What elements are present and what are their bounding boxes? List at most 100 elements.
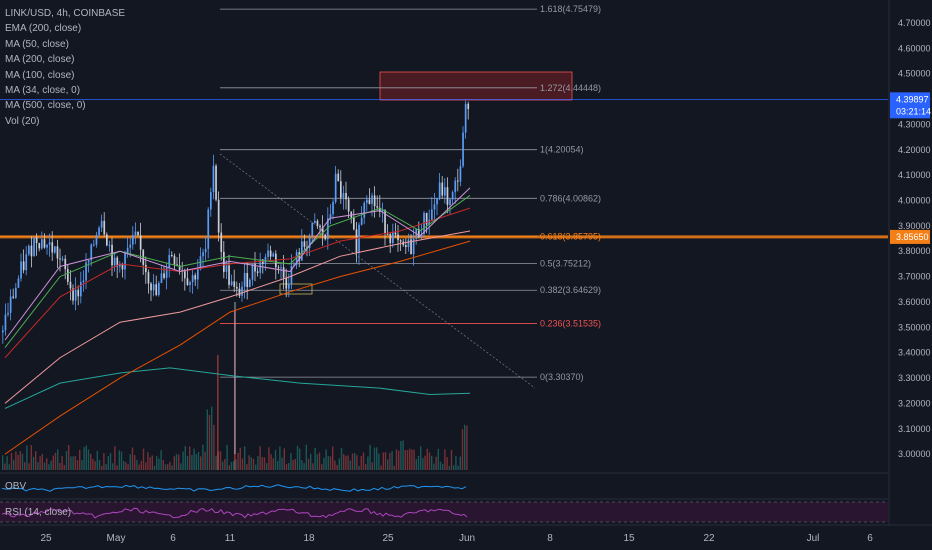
volume-bar — [444, 449, 446, 470]
candle-body — [129, 244, 132, 248]
volume-bar — [435, 456, 437, 470]
candle-body — [215, 165, 217, 200]
candle-body — [334, 173, 337, 203]
volume-bar — [41, 453, 43, 470]
volume-bar — [237, 452, 239, 470]
time-tick-label: 22 — [703, 533, 715, 544]
candle-body — [59, 258, 61, 260]
volume-bar — [261, 457, 263, 470]
candle-body — [444, 187, 446, 196]
candle-body — [139, 235, 142, 250]
candle-body — [251, 263, 254, 280]
price-tick-label: 4.10000 — [898, 170, 931, 180]
volume-bar — [81, 460, 83, 470]
volume-bar — [98, 460, 101, 470]
volume-bar — [90, 453, 92, 470]
candle-body — [33, 237, 35, 257]
volume-bar — [109, 453, 112, 470]
candle-body — [98, 227, 100, 236]
volume-bar — [420, 446, 422, 470]
indicator-volume[interactable]: Vol (20) — [5, 115, 40, 127]
candle-body — [280, 267, 282, 269]
candle-body — [301, 241, 303, 261]
candle-body — [454, 180, 457, 193]
candle-body — [293, 264, 295, 266]
price-tick-label: 4.60000 — [898, 43, 931, 53]
volume-bar — [46, 458, 48, 470]
current-price-tag — [890, 92, 930, 119]
indicator-ma-34[interactable]: MA (34, close, 0) — [5, 85, 81, 97]
candle-body — [342, 193, 345, 198]
volume-bar — [118, 450, 120, 470]
candle-body — [298, 252, 301, 261]
volume-bar — [453, 465, 455, 470]
ma-200-line — [4, 230, 471, 404]
volume-bar — [65, 451, 68, 470]
volume-bar — [296, 445, 299, 470]
candle-body — [90, 244, 93, 261]
candle-body — [410, 239, 412, 255]
fib-level-label: 0.786(4.00862) — [540, 193, 601, 203]
candle-body — [163, 273, 165, 278]
candle-body — [152, 284, 155, 291]
price-tick-label: 3.60000 — [898, 297, 931, 307]
price-tick-label: 3.80000 — [898, 246, 931, 256]
candle-body — [290, 265, 293, 285]
indicator-ma-50[interactable]: MA (50, close) — [5, 38, 69, 50]
volume-bar — [343, 454, 345, 470]
volume-bar — [72, 456, 74, 470]
candle-body — [366, 199, 368, 203]
volume-bar — [389, 452, 391, 470]
rsi-pane-label[interactable]: RSI (14, close) — [5, 507, 72, 518]
price-tick-label: 3.40000 — [898, 348, 931, 358]
level-price-tag — [890, 229, 930, 244]
candle-body — [405, 245, 407, 248]
candle-body — [381, 209, 384, 212]
volume-bar — [184, 446, 186, 470]
candle-body — [446, 187, 449, 205]
candle-body — [340, 181, 342, 198]
obv-pane-label[interactable]: OBV — [5, 481, 27, 492]
candle-body — [376, 206, 379, 208]
candle-body — [285, 277, 288, 289]
volume-bar — [464, 424, 466, 470]
candle-body — [371, 195, 373, 204]
volume-bar — [4, 463, 6, 470]
candle-body — [132, 235, 134, 245]
volume-bar — [19, 451, 21, 470]
candle-body — [418, 229, 420, 237]
current-price-label: 4.39897 — [896, 94, 929, 104]
price-tick-label: 3.30000 — [898, 373, 931, 383]
indicator-ma-500[interactable]: MA (500, close, 0) — [5, 100, 86, 112]
volume-bar — [57, 449, 59, 470]
volume-bar — [323, 457, 325, 470]
volume-bar — [50, 460, 52, 470]
volume-bar — [450, 450, 453, 470]
candle-body — [238, 288, 241, 296]
fib-level-label: 1.618(4.75479) — [540, 4, 601, 14]
volume-bar — [347, 455, 349, 470]
volume-bar — [288, 463, 290, 470]
volume-bar — [68, 444, 70, 470]
candle-body — [368, 199, 371, 204]
volume-bar — [131, 447, 134, 470]
volume-bar — [277, 460, 279, 470]
volume-bar — [351, 453, 354, 470]
candle-body — [202, 252, 204, 257]
volume-bar — [200, 456, 202, 470]
candle-body — [178, 265, 181, 271]
volume-bar — [321, 464, 323, 470]
volume-bar — [142, 448, 145, 470]
volume-bar — [103, 453, 105, 470]
symbol-title[interactable]: LINK/USD, 4h, COINBASE — [5, 8, 126, 19]
volume-bar — [105, 464, 107, 470]
candle-body — [95, 235, 98, 245]
candle-body — [134, 231, 137, 236]
candle-body — [303, 241, 306, 247]
candle-body — [158, 283, 160, 295]
indicator-ema-200[interactable]: EMA (200, close) — [5, 23, 82, 35]
indicator-ma-100[interactable]: MA (100, close) — [5, 69, 75, 81]
indicator-ma-200[interactable]: MA (200, close) — [5, 54, 75, 66]
